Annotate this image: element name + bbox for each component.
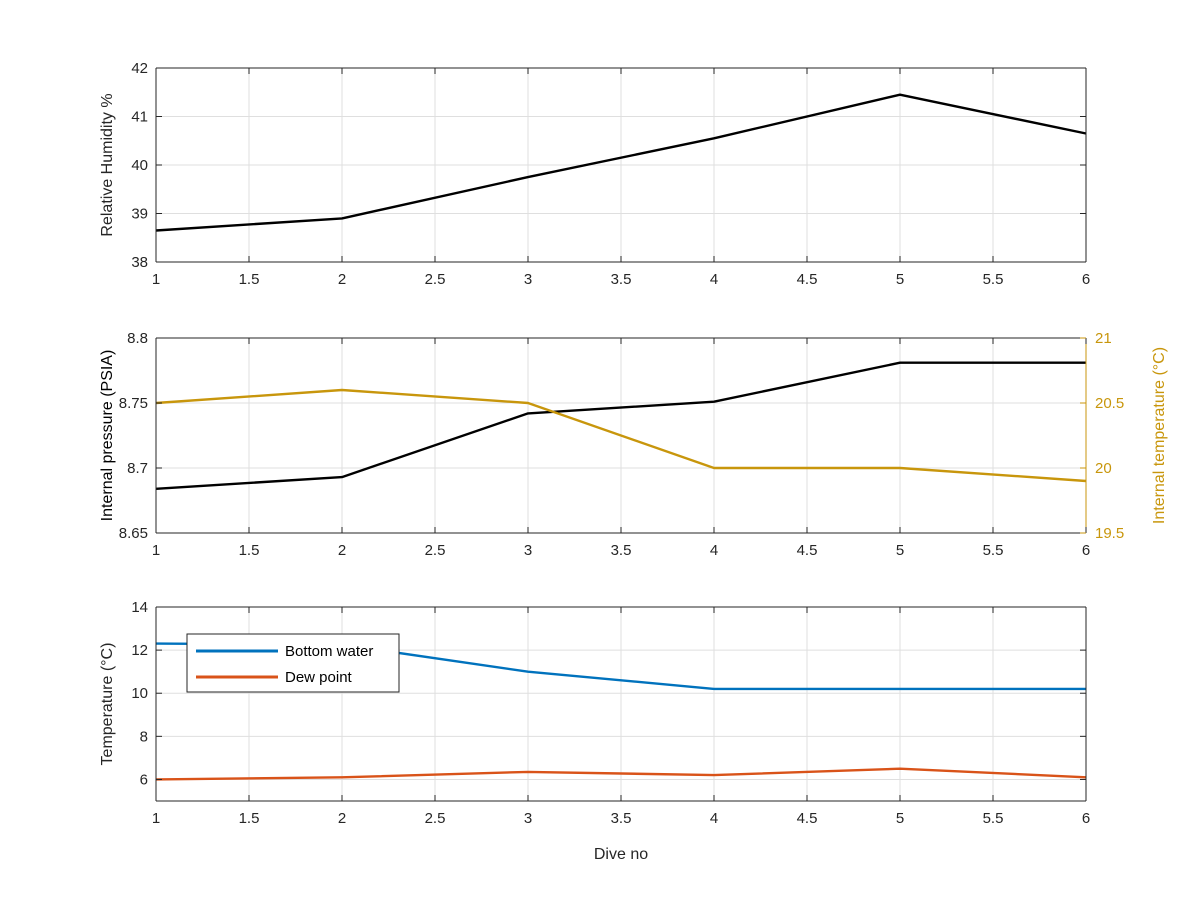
y-tick-label: 10	[131, 685, 148, 702]
x-tick-label: 4	[710, 810, 718, 827]
y-axis-label: Temperature (°C)	[99, 643, 116, 766]
humidity-panel: 1 1.5 2 2.5 3 3.5 4 4.5 5 5.5 6 38 39 40 41 42 Relative …	[99, 60, 1090, 288]
x-tick-label: 1.5	[239, 271, 260, 288]
x-tick-label: 3.5	[611, 271, 632, 288]
y-tick-label: 14	[131, 599, 148, 616]
x-tick-label: 6	[1082, 810, 1090, 827]
x-tick-label: 2.5	[425, 542, 446, 559]
x-tick-label: 3	[524, 542, 532, 559]
y-right-tick-label: 21	[1095, 330, 1112, 347]
y-tick-label: 41	[131, 109, 148, 126]
x-tick-label: 1	[152, 810, 160, 827]
pressure-temperature-panel: 1 1.5 2 2.5 3 3.5 4 4.5 5 5.5 6 8.65 8.7 8.75 8.8 19.5 2…	[99, 330, 1168, 559]
y-tick-label: 39	[131, 206, 148, 223]
x-tick-label: 4	[710, 542, 718, 559]
series-line-right-1	[155, 388, 1087, 483]
x-tick-label: 4.5	[797, 271, 818, 288]
x-tick-label: 4	[710, 271, 718, 288]
x-tick-label: 3.5	[611, 542, 632, 559]
y-tick-label: 8.7	[127, 460, 148, 477]
x-tick-label: 2.5	[425, 271, 446, 288]
y-tick-label: 8	[140, 728, 148, 745]
y-tick-label: 40	[131, 157, 148, 174]
x-tick-label: 5.5	[983, 810, 1004, 827]
legend-label: Bottom water	[285, 643, 373, 660]
y-tick-label: 8.8	[127, 330, 148, 347]
legend: Bottom water Dew point	[186, 633, 400, 693]
legend-box	[186, 633, 400, 693]
y-tick-label: 42	[131, 60, 148, 77]
x-axis-label: Dive no	[594, 846, 648, 863]
x-tick-label: 1.5	[239, 542, 260, 559]
x-tick-label: 5.5	[983, 542, 1004, 559]
legend-label: Dew point	[285, 669, 353, 686]
x-tick-label: 3.5	[611, 810, 632, 827]
y-axis-label: Relative Humidity %	[99, 93, 116, 236]
x-tick-label: 2	[338, 810, 346, 827]
x-tick-label: 1.5	[239, 810, 260, 827]
y-right-axis-label: Internal temperature (°C)	[1151, 347, 1168, 524]
series-line-main-0	[155, 93, 1087, 232]
y-right-tick-label: 20.5	[1095, 395, 1124, 412]
x-tick-label: 4.5	[797, 542, 818, 559]
x-tick-label: 1	[152, 542, 160, 559]
x-tick-label: 1	[152, 271, 160, 288]
x-tick-label: 6	[1082, 271, 1090, 288]
x-tick-label: 5	[896, 542, 904, 559]
x-tick-label: 2.5	[425, 810, 446, 827]
y-tick-label: 38	[131, 254, 148, 271]
x-tick-label: 2	[338, 271, 346, 288]
x-tick-label: 3	[524, 810, 532, 827]
y-axis-label: Internal pressure (PSIA)	[99, 350, 116, 522]
temperature-panel: 1 1.5 2 2.5 3 3.5 4 4.5 5 5.5 6 6 8 10 12 14 Temperature…	[99, 599, 1090, 863]
x-tick-label: 5	[896, 810, 904, 827]
y-tick-label: 8.65	[119, 525, 148, 542]
x-tick-label: 2	[338, 542, 346, 559]
x-tick-label: 6	[1082, 542, 1090, 559]
x-tick-label: 4.5	[797, 810, 818, 827]
x-tick-label: 3	[524, 271, 532, 288]
y-tick-label: 6	[140, 771, 148, 788]
y-tick-label: 8.75	[119, 395, 148, 412]
y-right-tick-label: 19.5	[1095, 525, 1124, 542]
x-tick-label: 5.5	[983, 271, 1004, 288]
y-tick-label: 12	[131, 642, 148, 659]
series-line-left-0	[155, 361, 1086, 490]
y-right-tick-label: 20	[1095, 460, 1112, 477]
x-tick-label: 5	[896, 271, 904, 288]
series-line-dew-point	[155, 767, 1087, 781]
